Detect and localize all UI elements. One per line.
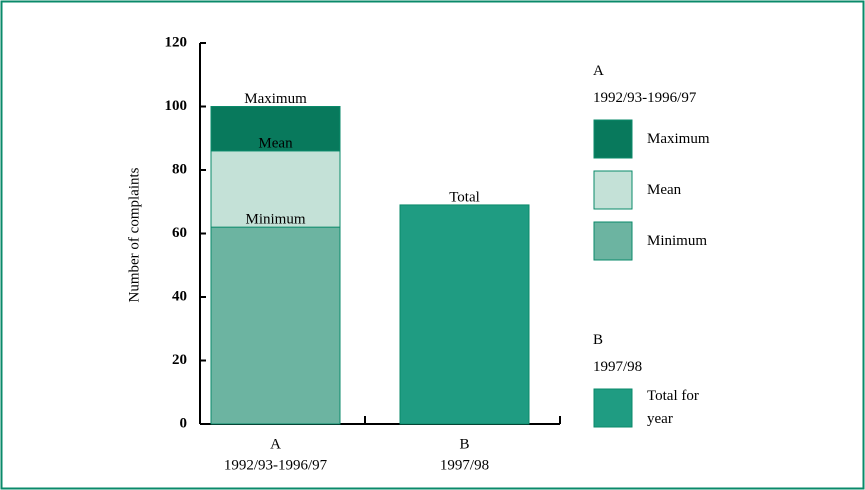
x-tick-label: B bbox=[459, 436, 469, 452]
legend-swatch bbox=[593, 221, 633, 261]
y-tick-label: 100 bbox=[165, 98, 188, 114]
bar-label: Mean bbox=[258, 135, 293, 151]
legend-subtitle: 1992/93-1996/97 bbox=[593, 90, 697, 106]
legend-title: B bbox=[593, 332, 604, 348]
bar bbox=[399, 204, 530, 425]
y-tick-label: 20 bbox=[172, 352, 187, 368]
legend-subtitle: 1997/98 bbox=[593, 359, 643, 375]
y-tick-label: 0 bbox=[180, 415, 188, 431]
legend-swatch bbox=[593, 170, 633, 210]
legend-title: A bbox=[593, 63, 604, 79]
legend-label: Mean bbox=[647, 181, 682, 198]
legend-swatch bbox=[593, 388, 633, 428]
legend-label: Total for year bbox=[647, 388, 699, 427]
legend-swatch bbox=[593, 119, 633, 159]
x-tick-label: A bbox=[270, 436, 281, 452]
x-tick-sublabel: 1992/93-1996/97 bbox=[224, 457, 328, 473]
x-tick-sublabel: 1997/98 bbox=[440, 457, 489, 473]
bar-label: Minimum bbox=[245, 212, 305, 228]
bar-label: Total bbox=[449, 189, 480, 205]
y-tick-label: 60 bbox=[172, 225, 187, 241]
y-tick-label: 120 bbox=[165, 34, 188, 50]
y-tick-label: 40 bbox=[172, 288, 187, 304]
y-axis-label: Number of complaints bbox=[126, 167, 142, 302]
bar-label: Maximum bbox=[244, 91, 307, 107]
y-tick-label: 80 bbox=[172, 161, 187, 177]
legend-label: Minimum bbox=[647, 232, 708, 249]
legend-label: Maximum bbox=[647, 130, 710, 147]
bar bbox=[210, 226, 341, 425]
